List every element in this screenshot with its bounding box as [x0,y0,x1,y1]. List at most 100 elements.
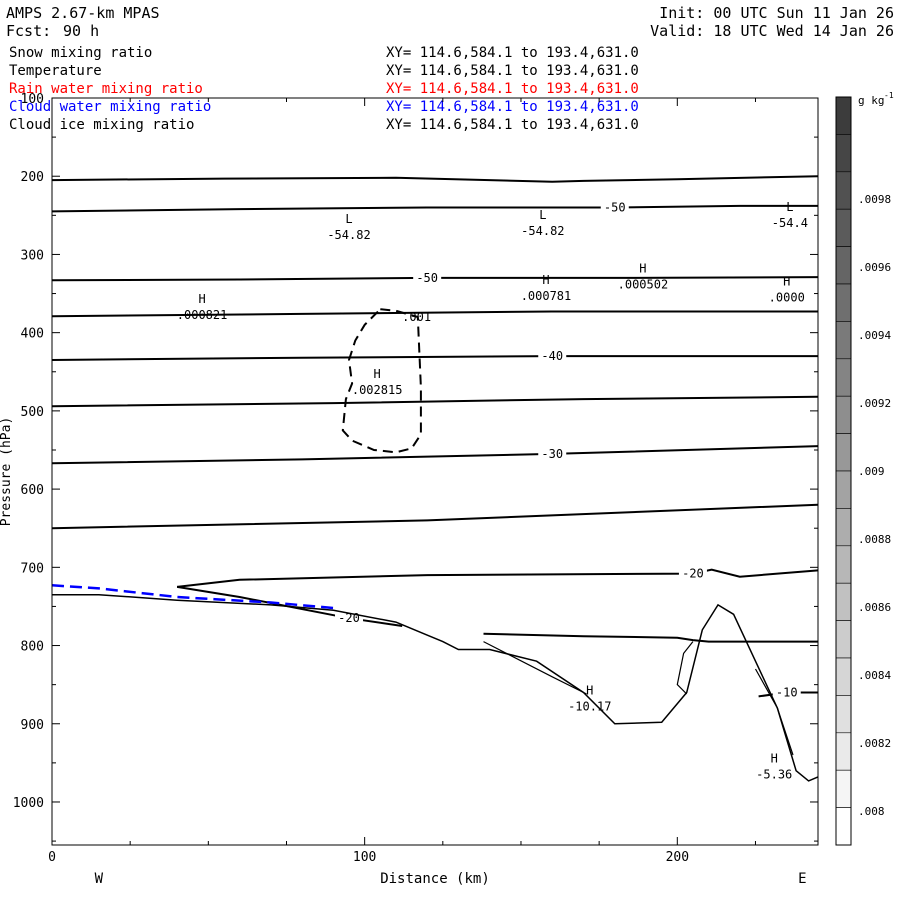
colorbar-frame [835,96,852,846]
colorbar-label: .008 [858,805,885,818]
colorbar-box [835,96,852,135]
terrain-aux-line [754,668,794,756]
isotherm-label: -30 [541,447,563,461]
field-xy: XY= 114.6,584.1 to 193.4,631.0 [386,45,639,61]
y-tick-label: 400 [21,327,44,342]
colorbar-box [835,807,852,846]
extremum-marker: H [374,367,381,381]
colorbar-box [835,695,852,734]
colorbar-box [835,321,852,360]
isotherm-label-bg [600,200,629,215]
extremum-value: -54.4 [772,216,808,230]
field-xy: XY= 114.6,584.1 to 193.4,631.0 [386,99,639,115]
extremum-value: .002815 [352,383,403,397]
forecast-hour: 90 h [63,22,100,40]
y-tick-label: 900 [21,718,44,733]
terrain-aux-line [676,641,694,695]
colorbar-box [835,171,852,210]
terrain-aux-line [483,641,587,695]
x-end-label-right: E [798,871,806,887]
isotherm-label: -40 [541,349,563,363]
colorbar-label: .0098 [858,193,891,206]
cloud-water-line [51,584,334,610]
y-tick-label: 700 [21,561,44,576]
extremum-value: -10.17 [568,700,611,714]
field-name: Cloud water mixing ratio [9,99,212,115]
isotherm-line [51,175,819,183]
colorbar-label: .0088 [858,533,891,546]
colorbar-box [835,620,852,659]
extremum-value: -54.82 [521,224,564,238]
colorbar-label: .0082 [858,737,891,750]
y-tick-label: 600 [21,483,44,498]
isotherm-line [483,632,818,643]
isotherm-line [51,355,818,361]
field-xy: XY= 114.6,584.1 to 193.4,631.0 [386,81,639,97]
x-axis-label: Distance (km) [380,871,490,887]
colorbar-label: .0096 [858,261,891,274]
extremum-marker: H [198,292,205,306]
extremum-value: .0000 [769,291,805,305]
forecast-label: Fcst: [6,22,52,40]
valid-time: Valid: 18 UTC Wed 14 Jan 26 [650,22,894,40]
extremum-value: .000781 [521,289,572,303]
extremum-marker: L [539,208,546,222]
extremum-marker: H [542,273,549,287]
colorbar-box [835,657,852,696]
extremum-value: .000821 [177,308,228,322]
extremum-marker: H [639,261,646,275]
isotherm-label: -10 [776,685,798,699]
colorbar-box [835,470,852,509]
colorbar-box [835,582,852,621]
isotherm-label-bg [772,685,801,700]
y-tick-label: 500 [21,405,44,420]
colorbar-box [835,545,852,584]
isotherm-label-bg [678,566,707,581]
extremum-value: -54.82 [327,228,370,242]
isotherm-line [176,568,819,588]
colorbar-box [835,395,852,434]
colorbar-label: .0086 [858,601,891,614]
init-time: Init: 00 UTC Sun 11 Jan 26 [659,4,894,22]
field-xy: XY= 114.6,584.1 to 193.4,631.0 [386,117,639,133]
colorbar-box [835,769,852,808]
y-tick-label: 200 [21,170,44,185]
extremum-marker: H [586,684,593,698]
isotherm-line [51,395,819,408]
isotherm-label: -50 [416,271,438,285]
plot-frame [51,97,819,846]
extremum-value: .000502 [618,277,669,291]
y-tick-label: 300 [21,248,44,263]
isotherm-label-bg [413,270,442,285]
x-tick-label: 100 [353,850,376,865]
isotherm-line [51,503,819,530]
isotherm-label-bg [538,349,567,364]
colorbar-unit: g kg [858,94,885,107]
x-end-label-left: W [95,871,104,887]
extremum-marker: L [345,212,352,226]
model-title: AMPS 2.67-km MPAS [6,4,160,22]
colorbar-box [835,246,852,285]
x-tick-label: 200 [666,850,689,865]
field-name: Temperature [9,63,102,79]
cloud-ice-contour [341,308,422,454]
colorbar-box [835,283,852,322]
colorbar-unit-exp: -1 [884,91,894,100]
isotherm-label: -50 [604,201,626,215]
colorbar-box [835,358,852,397]
terrain-line [52,593,819,782]
colorbar-box [835,732,852,771]
isotherm-label: -20 [682,567,704,581]
colorbar-box [835,134,852,173]
colorbar-box [835,508,852,547]
y-axis-label: Pressure (hPa) [0,417,14,527]
y-tick-label: 100 [21,92,44,107]
field-name: Snow mixing ratio [9,45,153,61]
colorbar-box [835,208,852,247]
field-name: Cloud ice mixing ratio [9,117,195,133]
field-xy: XY= 114.6,584.1 to 193.4,631.0 [386,63,639,79]
x-tick-label: 0 [48,850,56,865]
isotherm-line [51,204,818,213]
extremum-value: -5.36 [756,768,792,782]
